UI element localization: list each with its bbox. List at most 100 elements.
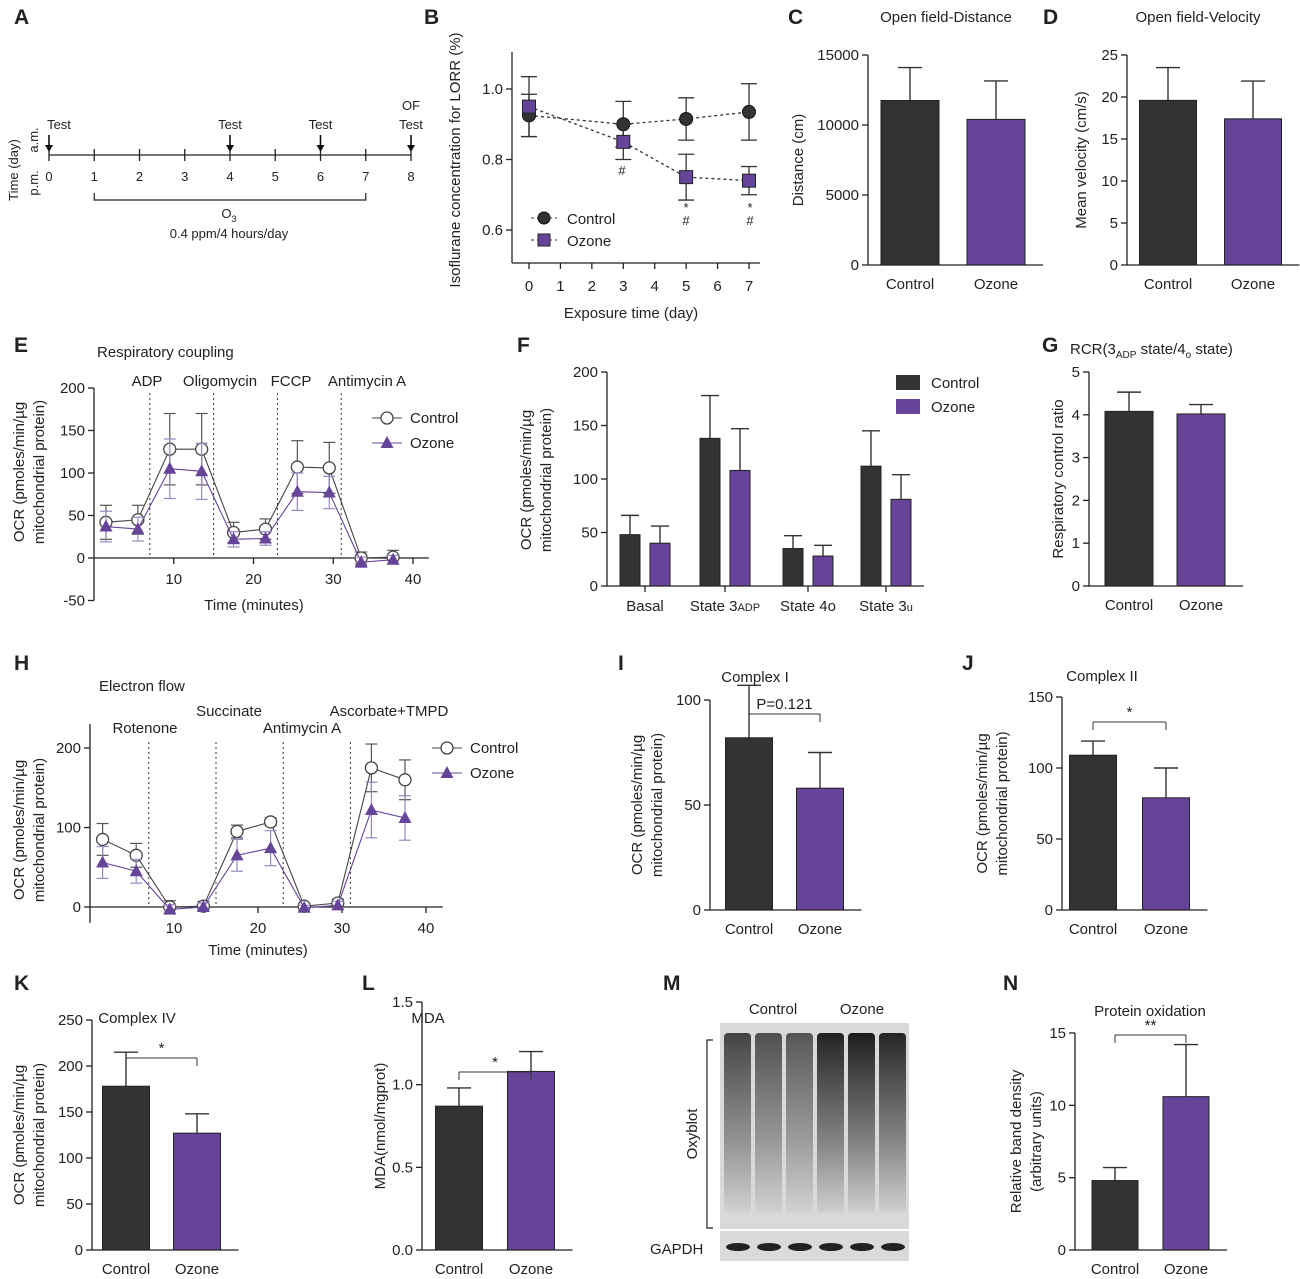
legend-label-ozone: Ozone [410, 435, 454, 452]
x-tick-label: Control [886, 276, 934, 293]
y-tick-label: 0 [77, 550, 85, 567]
panel-title-part: ADP [1116, 350, 1137, 361]
x-tick-label: 3 [619, 278, 627, 295]
timeline-tick-label: 0 [45, 169, 52, 184]
x-tick-label: Ozone [509, 1261, 553, 1278]
panel-l: Control Ozone 0.0 0.5 1.0 1.5 MDA(nmol/mgprot)… [372, 994, 573, 1278]
y-tick-label: 100 [1028, 760, 1053, 777]
x-tick-label: State 4o [780, 598, 836, 615]
y-tick-label: 100 [60, 465, 85, 482]
panel-title: MDA [411, 1010, 444, 1027]
data-point-ozone [297, 900, 311, 913]
y-tick-label: 50 [66, 1196, 83, 1213]
y-tick-label: 20 [1101, 89, 1118, 106]
data-point-ozone [522, 99, 536, 114]
data-point-ozone [96, 855, 110, 868]
timeline-tick-label: 3 [181, 169, 188, 184]
x-tick-label-main: State 3 [859, 598, 907, 615]
data-point-ozone [616, 134, 631, 149]
annotation-mark: * [747, 200, 752, 215]
panel-title: Protein oxidation [1094, 1003, 1206, 1020]
legend-label-ozone: Ozone [931, 399, 975, 416]
gapdh-band [757, 1243, 781, 1251]
test-label: Test [309, 117, 333, 132]
series-line-ozone [102, 809, 406, 910]
y-tick-label: 0 [73, 899, 81, 916]
gapdh-band [819, 1243, 843, 1251]
x-tick-label-main: Basal [626, 598, 664, 615]
x-tick-label: 20 [250, 920, 267, 937]
injection-label: Oligomycin [183, 373, 257, 390]
data-point-ozone [322, 485, 336, 498]
x-tick-label: Ozone [974, 276, 1018, 293]
bar-ozone [1142, 797, 1190, 911]
y-tick-label: 2 [1072, 492, 1080, 509]
injection-label: ADP [132, 373, 163, 390]
y-tick-label: 50 [684, 797, 701, 814]
x-axis-label: Exposure time (day) [564, 305, 698, 322]
bar-ozone [507, 1070, 555, 1251]
annotation-mark: # [746, 213, 754, 228]
test-label: Test [399, 117, 423, 132]
y-label-line: OCR (pmoles/min/µg [974, 733, 991, 873]
x-tick-label: 20 [245, 571, 262, 588]
panel-f: Basal State 3ADP State 4o State 3u050100150… [518, 364, 979, 615]
data-point-ozone [398, 810, 412, 823]
series-line-control [528, 111, 750, 125]
y-label-line: mitochondrial protein) [31, 1063, 48, 1207]
y-tick-label: 1.5 [392, 994, 413, 1011]
data-point-ozone [364, 803, 378, 816]
y-tick-label: 1.0 [482, 81, 503, 98]
y-tick-label: 250 [58, 1012, 83, 1029]
y-tick-label: 150 [573, 418, 598, 435]
bar-ozone [649, 542, 671, 587]
legend-marker-control [380, 411, 394, 425]
y-tick-label: 1 [1072, 535, 1080, 552]
y-tick-label: 0 [693, 902, 701, 919]
test-arrow-head [226, 145, 234, 152]
data-point-control [364, 761, 379, 775]
y-label-line: OCR (pmoles/min/µg [11, 402, 28, 542]
test-arrow-head [316, 145, 325, 152]
y-axis-label: Distance (cm) [790, 114, 807, 207]
timeline-tick-label: 1 [91, 169, 98, 184]
panel-title-part: state) [1191, 341, 1233, 358]
data-point-ozone [264, 841, 278, 854]
y-axis-label: Relative band density (arbitrary units) [1008, 1069, 1045, 1213]
legend-marker-ozone [380, 436, 394, 448]
x-tick-label: 6 [713, 278, 721, 295]
bar-ozone [890, 498, 912, 587]
x-tick-label: Ozone [175, 1261, 219, 1278]
y-tick-label: 10 [1049, 1097, 1066, 1114]
y-tick-label: 25 [1101, 47, 1118, 64]
y-tick-label: 5000 [826, 187, 859, 204]
bar-control [1069, 754, 1117, 911]
bar-ozone [812, 555, 834, 587]
y-tick-label: 50 [68, 508, 85, 525]
bar-control [1091, 1180, 1139, 1251]
x-tick-label: 4 [651, 278, 659, 295]
y-label-line: mitochondrial protein) [994, 731, 1011, 875]
oxyblot-label: Oxyblot [684, 1108, 701, 1160]
significance-label: ** [1145, 1017, 1157, 1034]
data-point-ozone [131, 522, 145, 535]
y-axis-label: OCR (pmoles/min/µg mitochondrial protein) [11, 758, 48, 902]
series-line-ozone [105, 468, 394, 563]
data-point-control [290, 460, 305, 474]
annotation-mark: * [683, 200, 688, 215]
panel-b: 0.6 0.8 1.0 0 1 2 3 4 5 6 7 Exposure time (day) Isof… [447, 32, 760, 322]
y-label-line: OCR (pmoles/min/µg [629, 735, 646, 875]
panel-title: Complex IV [98, 1010, 176, 1027]
series-line-control [105, 448, 394, 559]
bar-ozone [173, 1132, 221, 1251]
y-label-line: OCR (pmoles/min/µg [11, 1065, 28, 1205]
x-tick-label: 40 [418, 920, 435, 937]
panel-letter-l: L [362, 972, 375, 995]
data-point-ozone [230, 848, 244, 861]
x-tick-label: 5 [682, 278, 690, 295]
y-tick-label: 150 [1028, 689, 1053, 706]
injection-label: Succinate [196, 703, 262, 720]
y-tick-label: 100 [676, 692, 701, 709]
x-tick-label: Ozone [1144, 921, 1188, 938]
